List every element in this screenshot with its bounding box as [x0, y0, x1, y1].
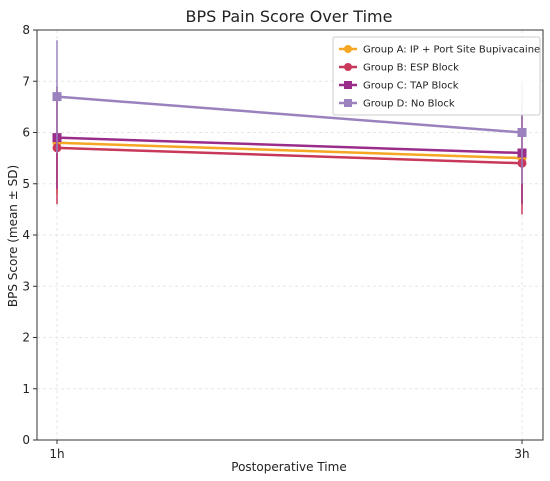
series [52, 40, 527, 215]
series-line [56, 141, 523, 160]
legend-box [332, 36, 541, 116]
y-tick-label: 8 [22, 23, 30, 37]
series-line [56, 136, 523, 155]
legend-marker [344, 99, 352, 107]
legend: Group A: IP + Port Site Bupivacaine Group… [332, 36, 541, 116]
y-tick-label: 4 [22, 228, 30, 242]
chart-title: BPS Pain Score Over Time [186, 7, 393, 26]
legend-label: Group D: No Block [363, 99, 455, 110]
legend-marker [344, 81, 352, 89]
y-tick-label: 5 [22, 177, 30, 191]
x-axis-label: Postoperative Time [231, 460, 346, 474]
legend-marker [344, 63, 352, 71]
x-tick-label: 3h [514, 447, 529, 461]
legend-label: Group C: TAP Block [363, 81, 459, 92]
series-line [56, 146, 523, 165]
plot-frame [36, 29, 544, 441]
legend-marker [344, 45, 352, 53]
y-axis-label: BPS Score (mean ± SD) [6, 165, 20, 307]
y-tick-label: 2 [22, 331, 30, 345]
axes: 0 1 2 3 4 5 6 7 8 1h 3h [22, 23, 544, 461]
legend-label: Group A: IP + Port Site Bupivacaine [363, 45, 540, 56]
y-tick-label: 6 [22, 126, 30, 140]
y-tick-label: 7 [22, 74, 30, 88]
x-tick-label: 1h [49, 447, 64, 461]
y-tick-label: 3 [22, 279, 30, 293]
data-point [517, 128, 527, 137]
legend-label: Group B: ESP Block [363, 63, 459, 74]
y-tick-label: 1 [22, 382, 30, 396]
y-tick-label: 0 [22, 433, 30, 447]
series-line [56, 95, 523, 134]
data-point [52, 92, 62, 102]
